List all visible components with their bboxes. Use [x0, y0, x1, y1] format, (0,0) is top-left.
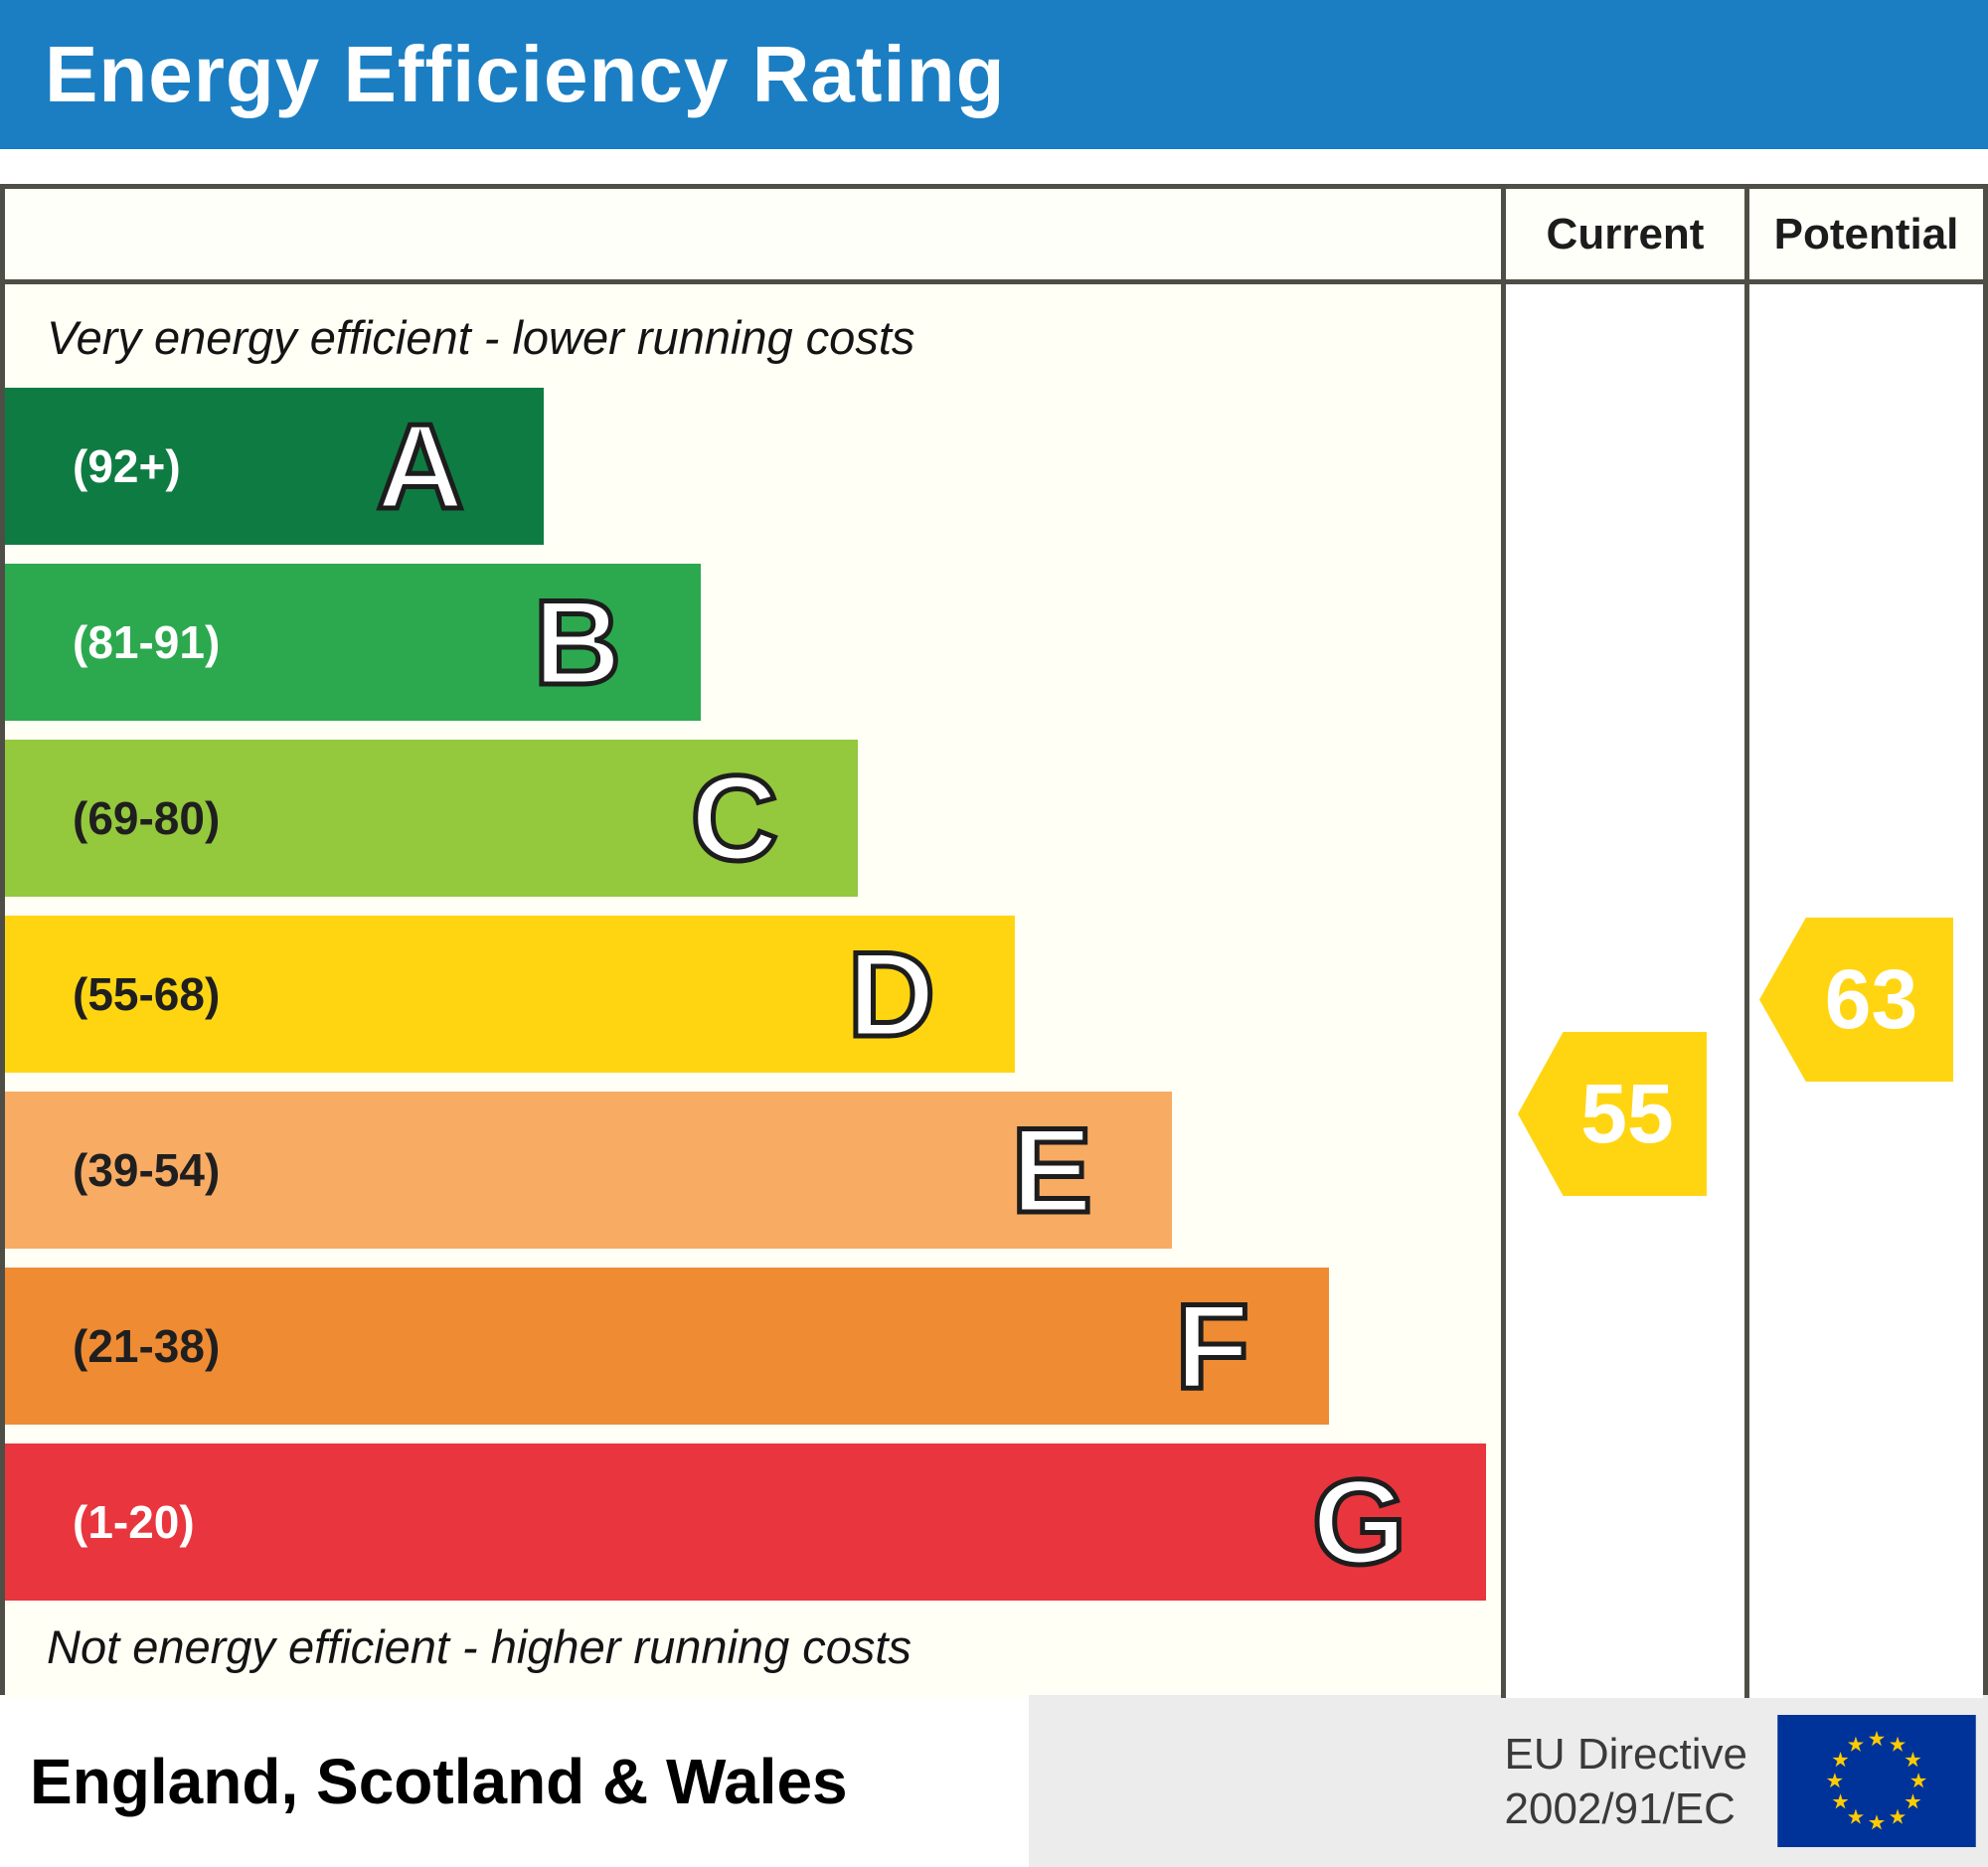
- caption-not-efficient: Not energy efficient - higher running co…: [47, 1620, 911, 1674]
- band-letter-c: C: [688, 751, 780, 887]
- eu-directive-line2: 2002/91/EC: [1504, 1783, 1736, 1833]
- band-range-e: (39-54): [73, 1144, 221, 1197]
- band-letter-a: A: [374, 399, 466, 535]
- potential-rating-value: 63: [1824, 952, 1918, 1046]
- header-gap: [0, 149, 1988, 184]
- caption-very-efficient: Very energy efficient - lower running co…: [47, 311, 915, 364]
- eu-flag-icon: [1777, 1715, 1976, 1847]
- epc-rating-table: Current Potential Very energy efficient …: [0, 184, 1988, 1698]
- potential-column: 63: [1744, 284, 1983, 1698]
- eu-directive-line1: EU Directive: [1504, 1729, 1748, 1779]
- bands-area: Very energy efficient - lower running co…: [5, 284, 1501, 1698]
- band-letter-d: D: [845, 927, 937, 1063]
- region-label: England, Scotland & Wales: [30, 1745, 848, 1817]
- current-rating-value: 55: [1580, 1067, 1674, 1160]
- band-row-g: (1-20) G: [5, 1443, 1486, 1602]
- column-header-current: Current: [1501, 189, 1744, 279]
- band-letter-e: E: [1009, 1103, 1094, 1239]
- band-row-d: (55-68) D: [5, 916, 1015, 1074]
- band-letter-b: B: [531, 575, 623, 711]
- band-row-b: (81-91) B: [5, 564, 701, 722]
- band-range-b: (81-91): [73, 616, 221, 669]
- eu-flag-stars: [1826, 1730, 1927, 1830]
- band-row-f: (21-38) F: [5, 1268, 1329, 1426]
- table-header-row: Current Potential: [5, 189, 1983, 284]
- band-range-f: (21-38): [73, 1320, 221, 1373]
- footer: England, Scotland & Wales EU Directive 2…: [0, 1695, 1988, 1867]
- band-row-e: (39-54) E: [5, 1092, 1172, 1250]
- table-header-spacer: [5, 189, 1501, 279]
- band-row-c: (69-80) C: [5, 740, 858, 898]
- band-range-g: (1-20): [73, 1496, 195, 1549]
- footer-region-area: England, Scotland & Wales: [0, 1695, 1029, 1867]
- band-row-a: (92+) A: [5, 388, 544, 546]
- current-column: 55: [1501, 284, 1744, 1698]
- title-bar: Energy Efficiency Rating: [0, 0, 1988, 149]
- column-header-potential: Potential: [1744, 189, 1983, 279]
- potential-rating-arrow: 63: [1759, 918, 1953, 1082]
- page-title: Energy Efficiency Rating: [45, 30, 1006, 118]
- table-body: Very energy efficient - lower running co…: [5, 284, 1983, 1698]
- band-letter-g: G: [1310, 1454, 1409, 1591]
- current-rating-arrow: 55: [1518, 1032, 1707, 1196]
- band-range-c: (69-80): [73, 792, 221, 845]
- footer-directive-area: EU Directive 2002/91/EC: [1029, 1695, 1988, 1867]
- eu-directive-label: EU Directive 2002/91/EC: [1505, 1727, 1748, 1836]
- band-range-a: (92+): [73, 440, 181, 493]
- band-range-d: (55-68): [73, 968, 221, 1021]
- band-letter-f: F: [1173, 1278, 1252, 1415]
